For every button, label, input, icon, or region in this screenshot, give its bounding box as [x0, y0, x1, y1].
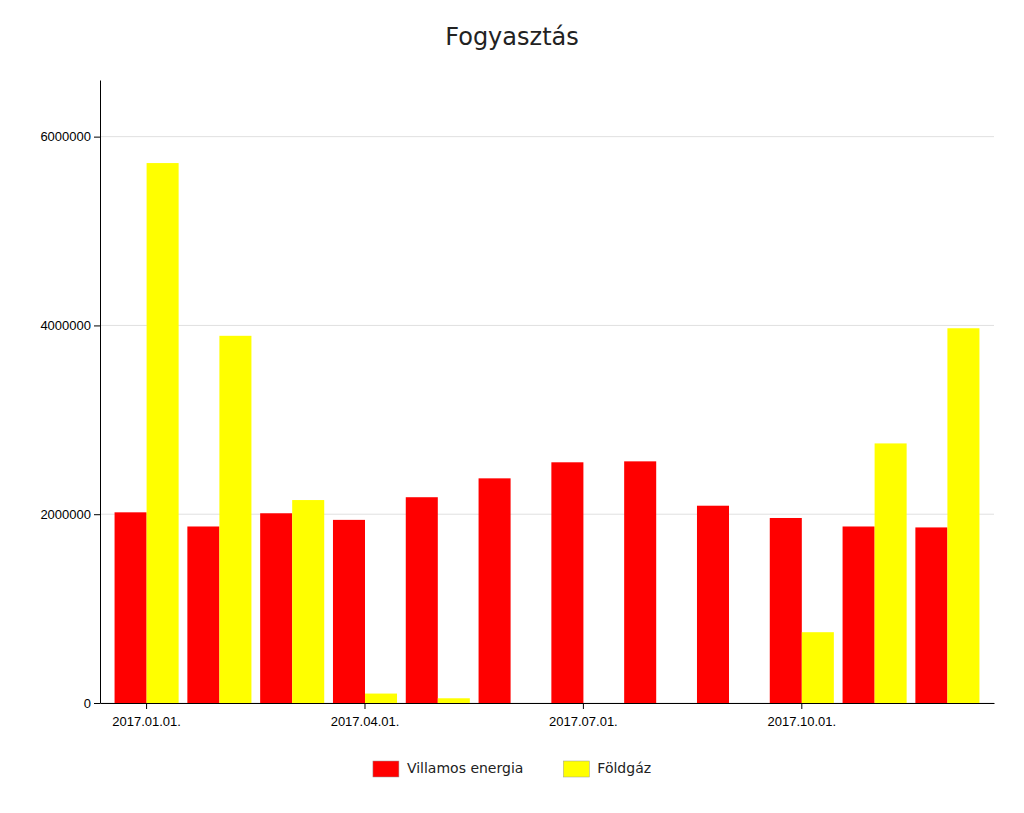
grid-line [100, 325, 994, 326]
y-tick [94, 137, 100, 138]
grid-line [100, 136, 994, 137]
x-tick [146, 703, 147, 709]
bar [875, 443, 907, 703]
x-tick [583, 703, 584, 709]
bar [292, 500, 324, 703]
x-tick-label: 2017.10.01. [767, 714, 836, 729]
x-tick-group: 2017.04.01. [331, 703, 400, 729]
y-axis: 0 2000000 4000000 6000000 [40, 81, 100, 711]
bar [729, 703, 761, 704]
legend-item: Földgáz [563, 760, 651, 777]
bar [187, 526, 219, 703]
bar [624, 461, 656, 703]
x-tick [364, 703, 365, 709]
y-tick [94, 325, 100, 326]
y-tick-label: 2000000 [40, 507, 91, 522]
bar [802, 632, 834, 703]
legend-label: Villamos energia [407, 760, 523, 776]
bar [656, 703, 688, 704]
bar [479, 478, 511, 703]
chart: Fogyasztás 2017.01.01. 2017.04.01. 2017.07.… [0, 0, 1024, 813]
bar [147, 163, 179, 703]
legend-item: Villamos energia [373, 760, 523, 777]
y-tick-label: 0 [84, 696, 91, 711]
bar [843, 526, 875, 703]
x-tick-group: 2017.01.01. [112, 703, 181, 729]
bar [406, 497, 438, 703]
legend: Villamos energia Földgáz [373, 760, 651, 777]
bar [583, 703, 615, 704]
bar [551, 462, 583, 703]
grid [100, 137, 994, 703]
bar [697, 506, 729, 703]
bar [219, 336, 251, 703]
bar-series [147, 163, 980, 703]
bar [438, 698, 470, 703]
bar [915, 527, 947, 703]
legend-swatch [373, 761, 399, 777]
bar [115, 512, 147, 703]
y-tick-group: 4000000 [40, 318, 100, 333]
title: Fogyasztás [445, 23, 579, 51]
x-tick-label: 2017.01.01. [112, 714, 181, 729]
y-tick-label: 4000000 [40, 318, 91, 333]
bar [947, 328, 979, 703]
x-tick-group: 2017.07.01. [549, 703, 618, 729]
bar [260, 513, 292, 703]
plot: 2017.01.01. 2017.04.01. 2017.07.01. 2017.10… [40, 81, 994, 730]
y-tick-group: 6000000 [40, 129, 100, 144]
y-tick [94, 514, 100, 515]
x-tick-label: 2017.07.01. [549, 714, 618, 729]
x-axis-line [101, 703, 995, 704]
y-tick-group: 2000000 [40, 507, 100, 522]
bar [365, 694, 397, 703]
y-axis-line [100, 81, 101, 704]
x-tick-label: 2017.04.01. [331, 714, 400, 729]
bars [115, 163, 980, 703]
legend-swatch [563, 761, 589, 777]
bar [333, 520, 365, 703]
y-tick-group: 0 [84, 696, 100, 711]
legend-label: Földgáz [597, 760, 651, 776]
x-tick [801, 703, 802, 709]
y-tick [94, 703, 100, 704]
x-tick-group: 2017.10.01. [767, 703, 836, 729]
x-axis: 2017.01.01. 2017.04.01. 2017.07.01. 2017.10… [101, 703, 995, 729]
bar [770, 518, 802, 703]
y-tick-label: 6000000 [40, 129, 91, 144]
bar [511, 703, 543, 704]
